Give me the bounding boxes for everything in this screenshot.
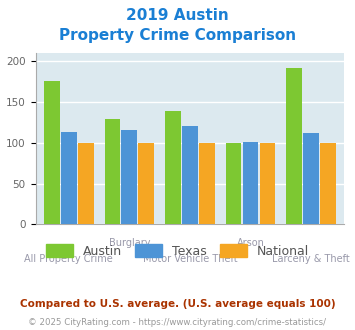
Bar [199,143,215,224]
Bar [138,143,154,224]
Bar [44,81,60,224]
Text: Property Crime Comparison: Property Crime Comparison [59,28,296,43]
Text: 2019 Austin: 2019 Austin [126,8,229,23]
Legend: Austin, Texas, National: Austin, Texas, National [41,239,314,263]
Bar [320,143,336,224]
Text: All Property Crime: All Property Crime [24,254,113,264]
Bar [182,125,198,224]
Bar [121,130,137,224]
Text: Arson: Arson [236,238,264,248]
Text: Burglary: Burglary [109,238,150,248]
Bar [104,119,120,224]
Bar [226,143,241,224]
Bar [260,143,275,224]
Bar [78,143,94,224]
Bar [303,133,319,224]
Text: Motor Vehicle Theft: Motor Vehicle Theft [143,254,237,264]
Bar [165,111,181,224]
Bar [286,68,302,224]
Text: Compared to U.S. average. (U.S. average equals 100): Compared to U.S. average. (U.S. average … [20,299,335,309]
Bar [61,132,77,224]
Text: © 2025 CityRating.com - https://www.cityrating.com/crime-statistics/: © 2025 CityRating.com - https://www.city… [28,318,327,327]
Bar [242,142,258,224]
Text: Larceny & Theft: Larceny & Theft [272,254,350,264]
